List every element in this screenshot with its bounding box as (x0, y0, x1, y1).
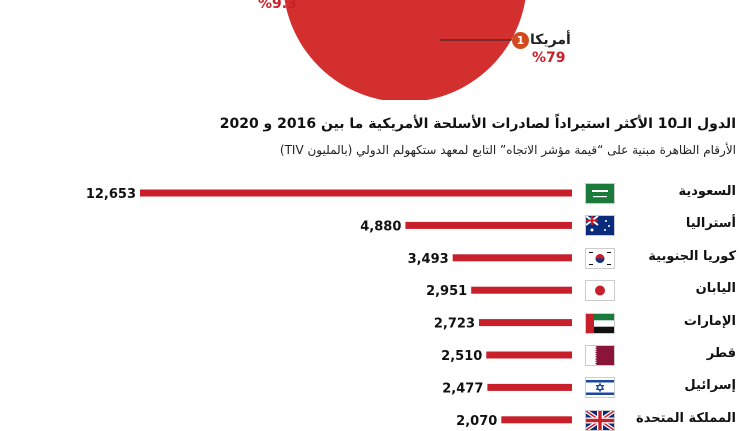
bar-2 (452, 254, 572, 262)
uae-flag-icon (585, 312, 615, 334)
bar-0 (140, 189, 572, 197)
japan-flag-icon (585, 280, 615, 302)
bar-value-label-7: 2,070 (456, 414, 497, 429)
country-label-6: إسرائيل (684, 378, 736, 394)
country-label-2: كوريا الجنوبية (648, 248, 736, 264)
country-label-0: السعودية (678, 184, 737, 199)
country-label-3: اليابان (695, 281, 736, 297)
bar-1 (405, 221, 572, 229)
saudi-flag-icon (585, 183, 615, 204)
pie-chart (284, 0, 526, 100)
bar-4 (479, 319, 572, 327)
bar-6 (487, 383, 572, 391)
country-label-7: المملكة المتحدة (636, 410, 736, 426)
bar-3 (471, 286, 572, 294)
bar-value-label-2: 3,493 (408, 252, 449, 267)
pie-usa-percentage: %79 (532, 50, 566, 66)
qatar-flag-icon (585, 345, 615, 366)
south-korea-flag-icon (585, 247, 615, 269)
chart-title: الدول الـ10 الأكثر استيراداً لصادرات الأ… (219, 116, 736, 132)
country-label-4: الإمارات (683, 313, 736, 329)
pie-slice-usa (284, 0, 526, 100)
pie-left-percentage: %9.3 (258, 0, 297, 12)
bar-5 (486, 351, 572, 359)
country-label-1: أستراليا (685, 216, 736, 232)
bar-value-label-6: 2,477 (442, 381, 483, 396)
israel-flag-icon (585, 377, 615, 399)
bar-7 (501, 416, 572, 424)
chart-subtitle: الأرقام الظاهرة مبنية على “قيمة مؤشر الا… (279, 143, 736, 157)
bar-value-label-3: 2,951 (426, 284, 467, 299)
country-label-5: قطر (706, 346, 736, 361)
australia-flag-icon (585, 215, 615, 237)
bar-value-label-4: 2,723 (434, 317, 475, 332)
bar-value-label-0: 12,653 (86, 187, 136, 202)
bar-value-label-5: 2,510 (441, 349, 482, 364)
uk-flag-icon (585, 409, 615, 431)
bar-value-label-1: 4,880 (360, 219, 401, 234)
pie-usa-rank-badge: 1 (512, 32, 529, 49)
pie-usa-label: أمريكا (530, 32, 571, 48)
